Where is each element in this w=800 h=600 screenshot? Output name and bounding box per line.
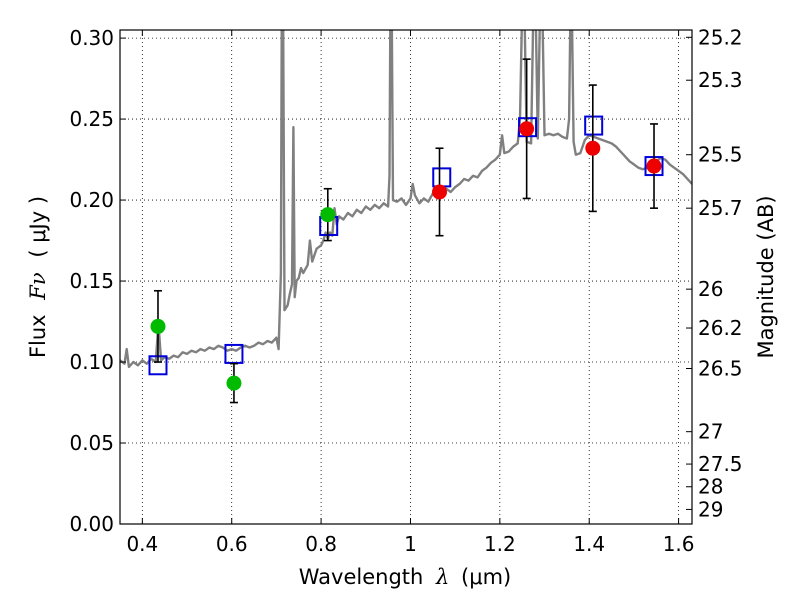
y-tick-label: 0.30 — [69, 26, 114, 50]
model-flux-square — [584, 115, 604, 136]
x-tick-label: 1.6 — [663, 532, 695, 556]
x-tick-label: 1 — [404, 532, 417, 556]
observed-optical-point — [320, 207, 336, 223]
mag-tick-label: 25.7 — [698, 196, 743, 220]
model-spectrum — [120, 30, 692, 369]
y-tick-label: 0.00 — [69, 512, 114, 536]
spectrum-line — [120, 30, 692, 369]
mag-tick-label: 25.3 — [698, 68, 743, 92]
observed-optical-point — [226, 375, 242, 391]
x-tick-label: 0.4 — [126, 532, 158, 556]
mag-tick-label: 27 — [698, 420, 723, 444]
observed-nir-point — [519, 121, 535, 137]
x-tick-label: 1.2 — [484, 532, 516, 556]
mag-tick-label: 29 — [698, 497, 723, 521]
x-tick-label: 0.6 — [216, 532, 248, 556]
spectrum-clip-group — [120, 30, 692, 369]
observed-nir-point — [585, 140, 601, 156]
right-axis-label: Magnitude (AB) — [754, 195, 778, 358]
y-axis-label: Flux Fν ( μJy ) — [26, 196, 50, 358]
observed-nir-point — [432, 184, 448, 200]
x-axis-label: Wavelength λ (μm) — [299, 565, 511, 589]
observed-optical-point — [150, 318, 166, 334]
observed-nir-point — [646, 158, 662, 174]
mag-tick-label: 25.5 — [698, 143, 743, 167]
x-tick-label: 1.4 — [573, 532, 605, 556]
y-tick-label: 0.05 — [69, 431, 114, 455]
x-tick-label: 0.8 — [305, 532, 337, 556]
mag-tick-label: 26 — [698, 277, 723, 301]
axes — [119, 29, 693, 525]
grid-lines — [120, 30, 692, 525]
mag-tick-label: 28 — [698, 475, 723, 499]
mag-tick-label: 27.5 — [698, 452, 743, 476]
y-tick-label: 0.20 — [69, 188, 114, 212]
y-tick-label: 0.10 — [69, 350, 114, 374]
mag-tick-label: 25.2 — [698, 25, 743, 49]
tick-labels: 0.4 0.6 0.8 1 1.2 1.4 1.6 0.00 0.05 0.10 0.15 0.20 0… — [69, 25, 742, 556]
y-tick-label: 0.25 — [69, 107, 114, 131]
model-flux-square — [432, 167, 452, 188]
plot-frame — [119, 29, 693, 525]
data-points — [148, 58, 664, 404]
mag-tick-label: 26.2 — [698, 316, 743, 340]
mag-tick-label: 26.5 — [698, 357, 743, 381]
y-tick-label: 0.15 — [69, 269, 114, 293]
